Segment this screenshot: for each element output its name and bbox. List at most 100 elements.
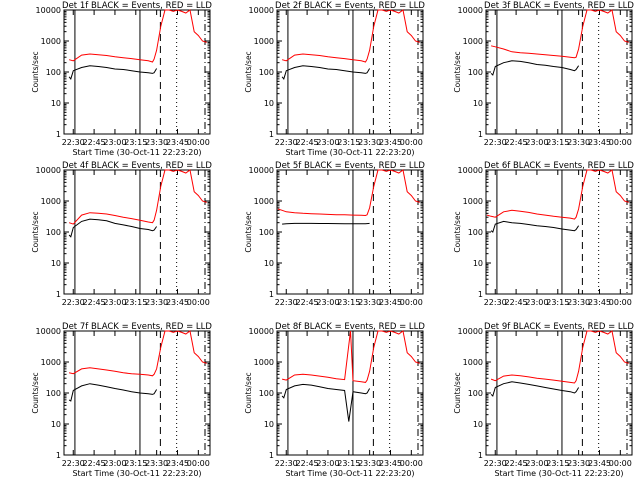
y-axis-label: Counts/sec bbox=[244, 211, 253, 252]
detector-panel: Det 3f BLACK = Events, RED = LLD 1 10 100 10… bbox=[453, 1, 634, 147]
x-tick-label: 22:45 bbox=[296, 138, 319, 147]
x-tick-label: 00:00 bbox=[609, 298, 632, 307]
series-line bbox=[282, 222, 370, 225]
x-tick-label: 22:30 bbox=[62, 138, 85, 147]
x-tick-label: 00:00 bbox=[400, 298, 423, 307]
x-tick-label: 23:30 bbox=[145, 298, 168, 307]
x-tick-label: 23:15 bbox=[337, 459, 360, 468]
panel-title: Det 4f BLACK = Events, RED = LLD bbox=[62, 161, 212, 171]
y-tick-label: 1 bbox=[478, 451, 483, 460]
y-axis-label: Counts/sec bbox=[244, 372, 253, 413]
x-axis-label: Start Time (30-Oct-11 22:23:20) bbox=[494, 469, 623, 478]
x-tick-label: 23:45 bbox=[166, 298, 189, 307]
x-tick-label: 22:30 bbox=[275, 298, 298, 307]
x-tick-label: 22:45 bbox=[83, 298, 106, 307]
detector-panel: Det 2f BLACK = Events, RED = LLD 1 10 100 10… bbox=[244, 1, 425, 157]
x-axis-label: Start Time (30-Oct-11 22:23:20) bbox=[72, 148, 201, 157]
x-tick-label: 23:15 bbox=[124, 459, 147, 468]
x-tick-label: 22:30 bbox=[62, 298, 85, 307]
x-tick-label: 23:45 bbox=[588, 459, 611, 468]
y-tick-label: 1 bbox=[269, 290, 274, 299]
y-tick-label: 100 bbox=[259, 228, 274, 237]
y-tick-label: 1000 bbox=[463, 37, 483, 46]
y-tick-label: 10 bbox=[51, 99, 61, 108]
x-axis-label: Start Time (30-Oct-11 22:23:20) bbox=[72, 469, 201, 478]
x-tick-label: 23:00 bbox=[525, 459, 548, 468]
x-tick-label: 23:30 bbox=[567, 298, 590, 307]
y-tick-label: 1000 bbox=[254, 197, 274, 206]
y-tick-label: 10000 bbox=[458, 6, 483, 15]
y-axis-label: Counts/sec bbox=[453, 372, 462, 413]
x-tick-label: 23:15 bbox=[124, 138, 147, 147]
y-tick-label: 100 bbox=[259, 389, 274, 398]
y-tick-label: 1000 bbox=[463, 197, 483, 206]
x-tick-label: 23:00 bbox=[103, 459, 126, 468]
x-tick-label: 00:00 bbox=[187, 459, 210, 468]
x-tick-label: 23:00 bbox=[316, 138, 339, 147]
series-line bbox=[490, 220, 580, 233]
plot-frame bbox=[63, 169, 211, 295]
series-line bbox=[68, 218, 158, 238]
series-line bbox=[490, 330, 629, 384]
y-tick-label: 100 bbox=[46, 228, 61, 237]
x-tick-label: 23:30 bbox=[567, 459, 590, 468]
plot-frame bbox=[276, 169, 424, 295]
x-tick-label: 00:00 bbox=[400, 138, 423, 147]
y-tick-label: 1 bbox=[56, 290, 61, 299]
series-line bbox=[486, 169, 629, 220]
y-tick-label: 1000 bbox=[254, 358, 274, 367]
x-tick-label: 22:45 bbox=[296, 298, 319, 307]
x-tick-label: 22:30 bbox=[484, 459, 507, 468]
panel-title: Det 5f BLACK = Events, RED = LLD bbox=[275, 161, 425, 171]
plot-frame bbox=[276, 330, 424, 456]
x-tick-label: 00:00 bbox=[609, 459, 632, 468]
series-line bbox=[490, 381, 580, 397]
x-tick-label: 23:00 bbox=[316, 298, 339, 307]
y-axis-label: Counts/sec bbox=[31, 211, 40, 252]
x-tick-label: 23:45 bbox=[379, 298, 402, 307]
x-tick-label: 23:15 bbox=[337, 138, 360, 147]
x-tick-label: 22:30 bbox=[484, 138, 507, 147]
y-axis-label: Counts/sec bbox=[31, 51, 40, 92]
x-tick-label: 22:45 bbox=[505, 459, 528, 468]
y-tick-label: 10000 bbox=[458, 327, 483, 336]
detector-panel: Det 5f BLACK = Events, RED = LLD 1 10 100 10… bbox=[244, 161, 425, 307]
x-tick-label: 23:15 bbox=[546, 138, 569, 147]
x-tick-label: 00:00 bbox=[609, 138, 632, 147]
y-tick-label: 10000 bbox=[249, 6, 274, 15]
y-axis-label: Counts/sec bbox=[244, 51, 253, 92]
x-tick-label: 23:30 bbox=[358, 298, 381, 307]
x-tick-label: 23:00 bbox=[103, 138, 126, 147]
x-tick-label: 23:00 bbox=[525, 138, 548, 147]
series-line bbox=[281, 383, 371, 422]
x-tick-label: 23:30 bbox=[358, 459, 381, 468]
x-tick-label: 23:45 bbox=[588, 138, 611, 147]
y-tick-label: 10 bbox=[51, 420, 61, 429]
y-tick-label: 100 bbox=[259, 68, 274, 77]
y-tick-label: 10000 bbox=[36, 6, 61, 15]
panel-title: Det 2f BLACK = Events, RED = LLD bbox=[275, 1, 425, 11]
panel-title: Det 7f BLACK = Events, RED = LLD bbox=[62, 322, 212, 332]
plot-frame bbox=[485, 9, 633, 135]
panel-title: Det 3f BLACK = Events, RED = LLD bbox=[484, 1, 634, 11]
series-line bbox=[68, 65, 158, 80]
series-line bbox=[490, 9, 629, 59]
panel-title: Det 8f BLACK = Events, RED = LLD bbox=[275, 322, 425, 332]
y-tick-label: 100 bbox=[468, 68, 483, 77]
x-tick-label: 22:30 bbox=[484, 298, 507, 307]
series-line bbox=[281, 65, 371, 80]
x-tick-label: 23:15 bbox=[124, 298, 147, 307]
series-line bbox=[68, 330, 207, 377]
y-tick-label: 10000 bbox=[36, 327, 61, 336]
x-tick-label: 22:45 bbox=[296, 459, 319, 468]
x-tick-label: 23:00 bbox=[103, 298, 126, 307]
plot-frame bbox=[485, 169, 633, 295]
x-tick-label: 22:45 bbox=[505, 298, 528, 307]
detector-panel: Det 9f BLACK = Events, RED = LLD 1 10 100 10… bbox=[453, 322, 634, 478]
x-tick-label: 23:45 bbox=[166, 138, 189, 147]
y-tick-label: 10000 bbox=[458, 166, 483, 175]
series-line bbox=[68, 9, 207, 63]
x-tick-label: 23:30 bbox=[567, 138, 590, 147]
y-tick-label: 10000 bbox=[249, 327, 274, 336]
detector-panel: Det 4f BLACK = Events, RED = LLD 1 10 100 10… bbox=[31, 161, 212, 307]
